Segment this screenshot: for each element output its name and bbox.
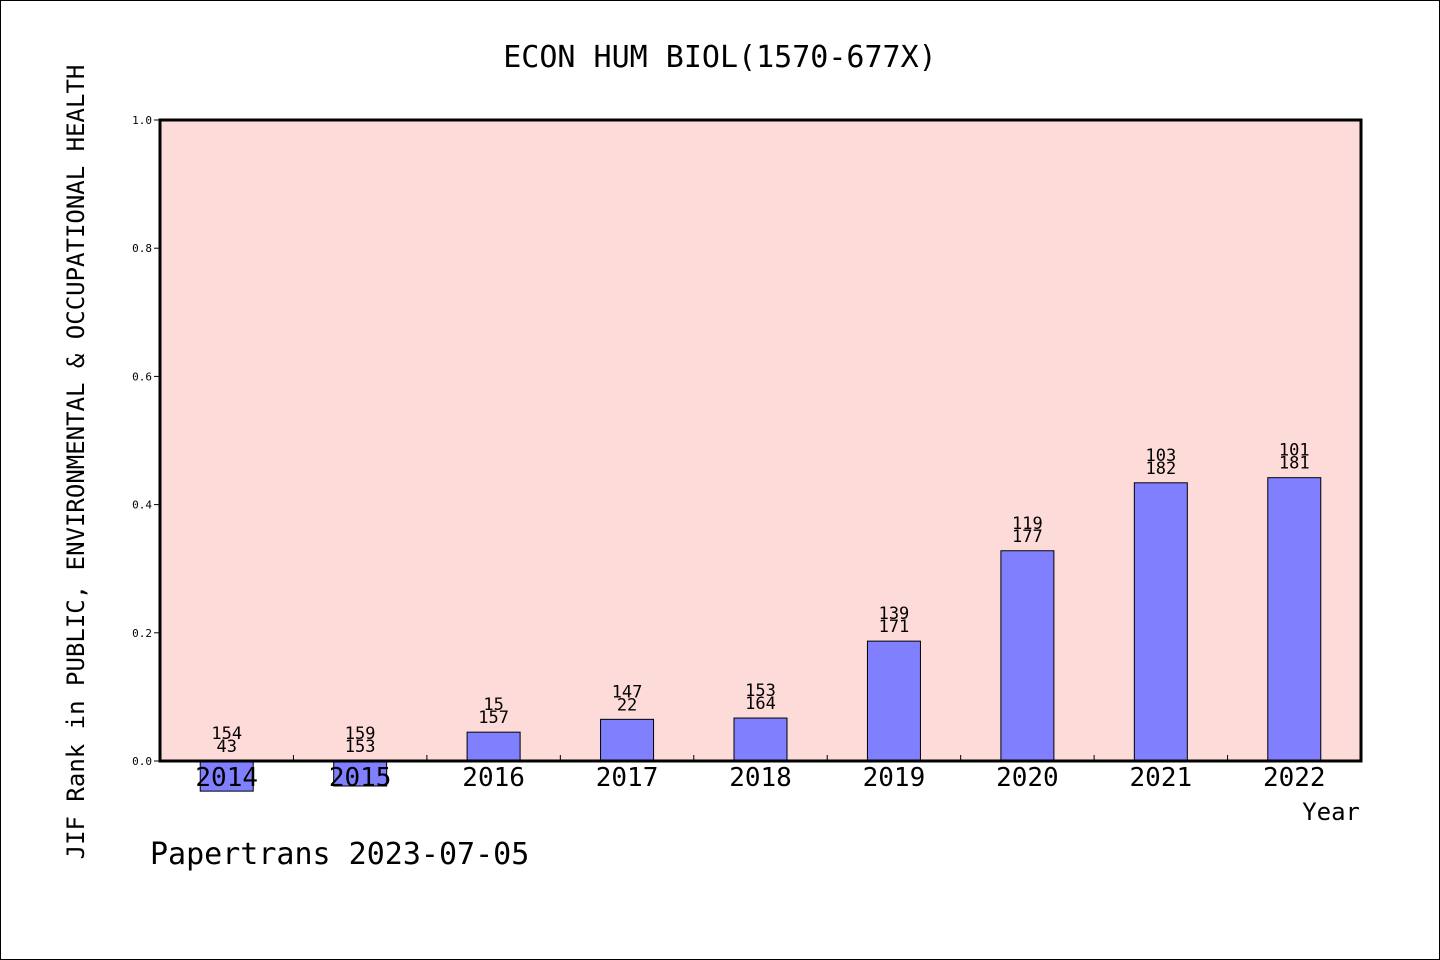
bar	[466, 731, 521, 762]
plot-border	[158, 118, 1363, 763]
watermark-text: Papertrans 2023-07-05	[150, 837, 529, 872]
bar-label-bottom: 22	[617, 695, 637, 715]
bar	[1267, 477, 1322, 762]
bar-label-top: 139	[879, 604, 910, 624]
chart-title: ECON HUM BIOL(1570-677X)	[503, 40, 936, 75]
bar-label-bottom: 153	[345, 737, 376, 757]
bar-label-bottom: 157	[478, 708, 509, 728]
bar-label-top: 147	[612, 682, 643, 702]
bar-label-top: 103	[1145, 446, 1176, 466]
bar-label-bottom: 164	[745, 694, 776, 714]
x-axis: 2014 2015 2016 2017 2018 2019 2020 2021 2022	[195, 755, 1326, 793]
bar-label-top: 119	[1012, 514, 1043, 534]
y-axis-label: JIF Rank in PUBLIC, ENVIRONMENTAL & OCCU…	[62, 65, 90, 860]
x-axis-label: Year	[1302, 798, 1360, 826]
x-tick-label: 2016	[462, 763, 525, 793]
x-tick-label: 2015	[329, 763, 392, 793]
bar	[600, 718, 655, 762]
y-tick-label: 0.4	[132, 499, 152, 512]
y-tick-label: 0.8	[132, 242, 152, 255]
bar-label-top: 159	[345, 724, 376, 744]
bar-label-top: 154	[211, 724, 242, 744]
x-tick-label: 2022	[1263, 763, 1326, 793]
bar	[866, 640, 921, 762]
bar	[333, 760, 388, 787]
bar-label-top: 101	[1279, 441, 1310, 461]
bar	[1000, 550, 1055, 762]
bar-label-top: 15	[483, 695, 503, 715]
bar	[733, 717, 788, 762]
x-tick-label: 2014	[195, 763, 258, 793]
bar-label-bottom: 171	[879, 617, 910, 637]
bar-label-top: 153	[745, 681, 776, 701]
y-tick-label: 0.6	[132, 370, 152, 383]
x-tick-label: 2019	[863, 763, 926, 793]
x-tick-label: 2018	[729, 763, 792, 793]
x-tick-label: 2020	[996, 763, 1059, 793]
bars-group: 1544315915315157147221531641391711191771…	[199, 441, 1322, 792]
bar	[1133, 482, 1188, 762]
y-tick-label: 0.2	[132, 627, 152, 640]
x-tick-label: 2017	[596, 763, 659, 793]
bar-label-bottom: 43	[216, 737, 236, 757]
bar-label-bottom: 177	[1012, 527, 1043, 547]
bar-label-bottom: 182	[1145, 459, 1176, 479]
x-tick-label: 2021	[1130, 763, 1193, 793]
y-tick-label: 0.0	[132, 755, 152, 768]
y-tick-label: 1.0	[132, 114, 152, 127]
y-axis: 0.0 0.2 0.4 0.6 0.8 1.0	[132, 114, 160, 768]
bar-label-bottom: 181	[1279, 454, 1310, 474]
